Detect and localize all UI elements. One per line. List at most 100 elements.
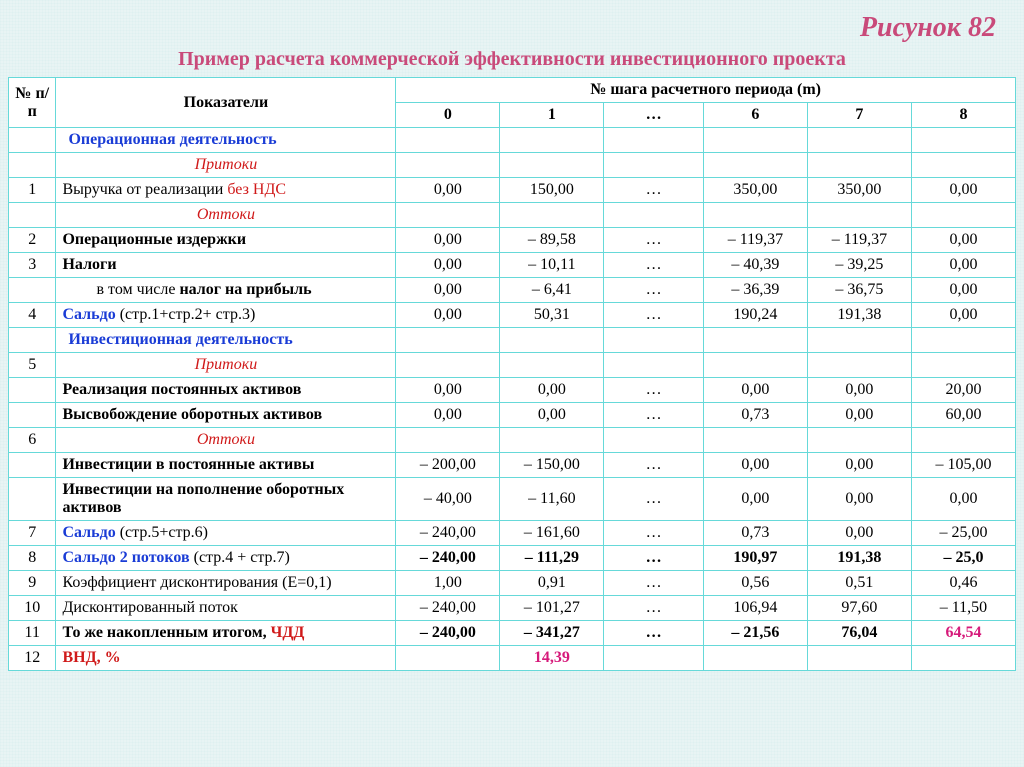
cell: – 161,60: [500, 521, 604, 546]
cell: [396, 153, 500, 178]
row-indicator: в том числе налог на прибыль: [56, 278, 396, 303]
row-num: [9, 378, 56, 403]
cell: [604, 646, 704, 671]
cell: 0,00: [396, 378, 500, 403]
cell: 0,56: [703, 571, 807, 596]
row-num: [9, 153, 56, 178]
cell: [396, 203, 500, 228]
cell: …: [604, 621, 704, 646]
cell: [604, 153, 704, 178]
header-step-1: 1: [500, 103, 604, 128]
row-num: [9, 328, 56, 353]
cell: …: [604, 303, 704, 328]
cell: [703, 353, 807, 378]
cell: [604, 328, 704, 353]
cell: – 240,00: [396, 521, 500, 546]
cell: 20,00: [911, 378, 1015, 403]
row-num: [9, 403, 56, 428]
row-indicator: Инвестиции в постоянные активы: [56, 453, 396, 478]
cell: [500, 353, 604, 378]
cell: …: [604, 378, 704, 403]
cell: 150,00: [500, 178, 604, 203]
table-row: 4Сальдо (стр.1+стр.2+ стр.3)0,0050,31…19…: [9, 303, 1016, 328]
row-indicator: Инвестиции на пополнение оборотных актив…: [56, 478, 396, 521]
efficiency-table: № п/п Показатели № шага расчетного перио…: [8, 77, 1016, 671]
cell: 190,24: [703, 303, 807, 328]
row-indicator: Реализация постоянных активов: [56, 378, 396, 403]
table-row: Инвестиции на пополнение оборотных актив…: [9, 478, 1016, 521]
header-step-4: 7: [807, 103, 911, 128]
cell: – 240,00: [396, 596, 500, 621]
cell: [500, 428, 604, 453]
cell: 60,00: [911, 403, 1015, 428]
table-row: Оттоки: [9, 203, 1016, 228]
table-row: Операционная деятельность: [9, 128, 1016, 153]
row-num: 8: [9, 546, 56, 571]
cell: [500, 328, 604, 353]
cell: – 25,0: [911, 546, 1015, 571]
cell: – 89,58: [500, 228, 604, 253]
cell: 191,38: [807, 546, 911, 571]
cell: – 119,37: [807, 228, 911, 253]
table-header: № п/п Показатели № шага расчетного перио…: [9, 78, 1016, 128]
cell: [807, 428, 911, 453]
row-indicator: Высвобождение оборотных активов: [56, 403, 396, 428]
cell: – 105,00: [911, 453, 1015, 478]
row-indicator: Выручка от реализации без НДС: [56, 178, 396, 203]
cell: – 240,00: [396, 621, 500, 646]
cell: 97,60: [807, 596, 911, 621]
row-num: 3: [9, 253, 56, 278]
row-indicator: Оттоки: [56, 203, 396, 228]
cell: [807, 153, 911, 178]
cell: 0,46: [911, 571, 1015, 596]
row-num: 1: [9, 178, 56, 203]
cell: …: [604, 453, 704, 478]
header-step-3: 6: [703, 103, 807, 128]
cell: 0,00: [500, 378, 604, 403]
cell: [604, 428, 704, 453]
cell: …: [604, 178, 704, 203]
cell: [911, 128, 1015, 153]
row-indicator: То же накопленным итогом, ЧДД: [56, 621, 396, 646]
row-indicator: Операционная деятельность: [56, 128, 396, 153]
cell: …: [604, 253, 704, 278]
cell: …: [604, 478, 704, 521]
cell: – 36,39: [703, 278, 807, 303]
cell: – 25,00: [911, 521, 1015, 546]
cell: – 11,60: [500, 478, 604, 521]
cell: – 10,11: [500, 253, 604, 278]
cell: 50,31: [500, 303, 604, 328]
cell: 0,00: [396, 303, 500, 328]
table-row: 11То же накопленным итогом, ЧДД– 240,00–…: [9, 621, 1016, 646]
row-num: [9, 203, 56, 228]
row-indicator: Притоки: [56, 153, 396, 178]
table-row: Инвестиционная деятельность: [9, 328, 1016, 353]
cell: [911, 428, 1015, 453]
cell: [396, 328, 500, 353]
cell: 0,00: [911, 278, 1015, 303]
cell: [604, 353, 704, 378]
row-indicator: Операционные издержки: [56, 228, 396, 253]
cell: – 36,75: [807, 278, 911, 303]
cell: 0,00: [911, 253, 1015, 278]
cell: …: [604, 228, 704, 253]
cell: 350,00: [807, 178, 911, 203]
header-num: № п/п: [9, 78, 56, 128]
row-num: 6: [9, 428, 56, 453]
cell: 0,00: [396, 278, 500, 303]
cell: 0,73: [703, 403, 807, 428]
table-body: Операционная деятельностьПритоки1Выручка…: [9, 128, 1016, 671]
cell: [703, 128, 807, 153]
cell: [500, 128, 604, 153]
cell: 350,00: [703, 178, 807, 203]
cell: [911, 203, 1015, 228]
cell: [396, 128, 500, 153]
cell: – 240,00: [396, 546, 500, 571]
cell: 76,04: [807, 621, 911, 646]
cell: – 111,29: [500, 546, 604, 571]
cell: – 6,41: [500, 278, 604, 303]
row-num: [9, 128, 56, 153]
cell: – 341,27: [500, 621, 604, 646]
cell: …: [604, 521, 704, 546]
cell: [500, 153, 604, 178]
